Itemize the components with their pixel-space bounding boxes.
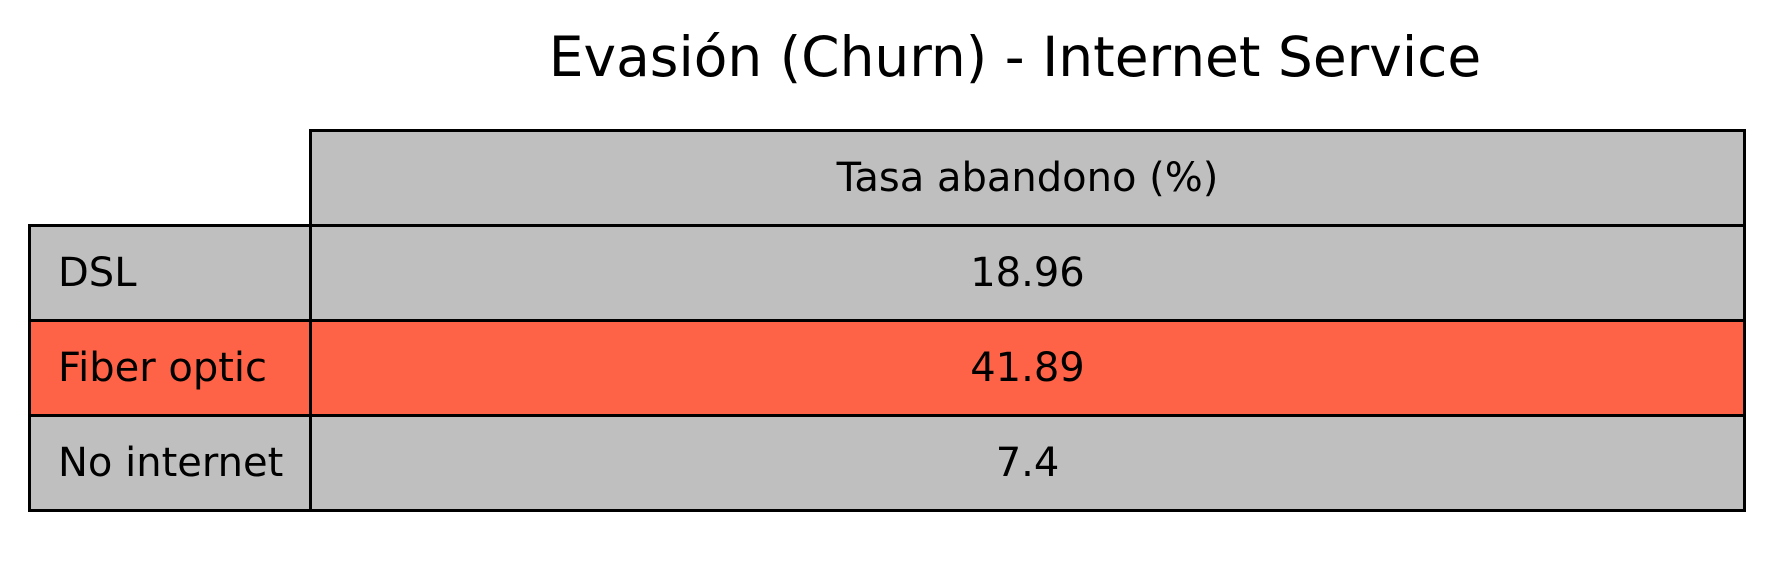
row-value-fiber-optic: 41.89 — [309, 319, 1746, 417]
row-value-no-internet: 7.4 — [309, 414, 1746, 512]
row-label-fiber-optic: Fiber optic — [28, 319, 312, 417]
chart-title: Evasión (Churn) - Internet Service — [548, 25, 1482, 89]
row-label-dsl: DSL — [28, 224, 312, 322]
row-value-dsl: 18.96 — [309, 224, 1746, 322]
row-label-no-internet: No internet — [28, 414, 312, 512]
column-header: Tasa abandono (%) — [309, 129, 1746, 227]
